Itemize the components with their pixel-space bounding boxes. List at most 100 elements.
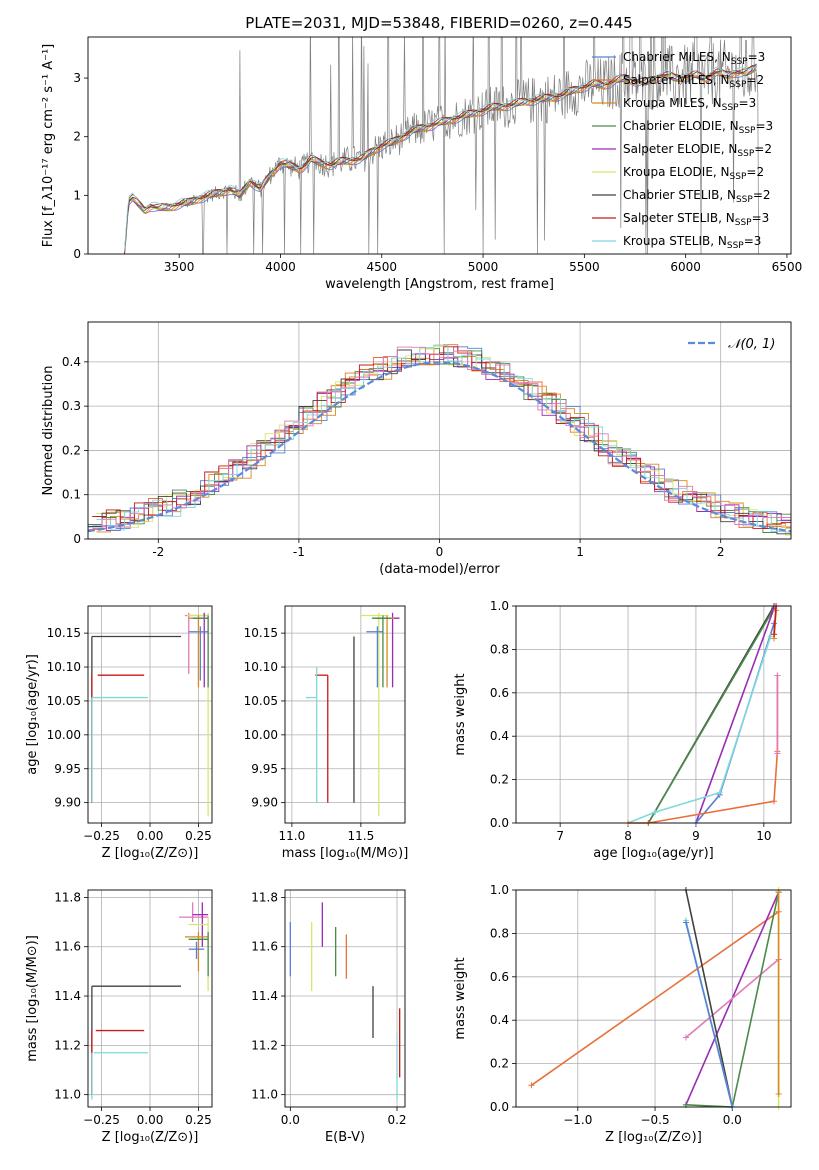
y-tick-label: 0.0 <box>490 1100 509 1114</box>
y-tick-label: 2 <box>73 130 81 144</box>
x-tick-label: 2 <box>717 545 725 559</box>
figure-title: PLATE=2031, MJD=53848, FIBERID=0260, z=0… <box>245 14 632 32</box>
x-tick-label: 1 <box>576 545 584 559</box>
y-tick-label: 3 <box>73 71 81 85</box>
histogram-step <box>92 344 791 529</box>
x-tick-label: −1.0 <box>563 1113 592 1127</box>
series-line <box>685 958 780 1039</box>
mass_vs_Z-axes: −0.25 0.00 0.25 11.0 11.2 11.4 11.6 11.8 Z [log₁… <box>25 890 212 1145</box>
histogram-step <box>96 344 791 533</box>
y-tick-label: 1.0 <box>490 883 509 897</box>
y-tick-label: 0.1 <box>62 488 81 502</box>
y-tick-label: 10.05 <box>47 694 81 708</box>
data-point <box>771 631 778 638</box>
residual-legend: 𝒩(0, 1) <box>688 337 775 352</box>
x-tick-label: 4500 <box>366 260 397 274</box>
x-tick-label: 9 <box>692 829 700 843</box>
age_vs_Z-marks <box>91 612 209 817</box>
mass_vs_Z-marks <box>91 902 209 1100</box>
y-tick-label: 10.15 <box>47 626 81 640</box>
y-tick-label: 0.6 <box>490 970 509 984</box>
legend-value: =3 <box>748 50 766 64</box>
x-axis-label: E(B-V) <box>325 1130 365 1145</box>
y-tick-label: 9.90 <box>251 796 278 810</box>
y-tick-label: 11.0 <box>54 1088 81 1102</box>
series-line <box>773 605 777 635</box>
series-line <box>647 607 775 824</box>
x-tick-label: 5500 <box>569 260 600 274</box>
data-point <box>528 1082 535 1089</box>
x-tick-label: 0.2 <box>387 1113 406 1127</box>
data-point <box>774 750 781 757</box>
y-tick-label: 0 <box>73 247 81 261</box>
model-line-chabrier-miles <box>124 69 757 254</box>
legend-entry: Chabrier STELIB, NSSP=2 <box>623 188 771 205</box>
massweight_vs_age-axes: 7 8 9 10 0.0 0.2 0.4 0.6 0.8 1.0 age [log₁₀(age/yr… <box>453 599 791 861</box>
legend-value: =2 <box>746 73 764 87</box>
y-tick-label: 0.2 <box>62 443 81 457</box>
y-tick-label: 0.2 <box>490 773 509 787</box>
y-tick-label: 0.3 <box>62 399 81 413</box>
x-tick-label: 6000 <box>670 260 701 274</box>
y-tick-label: 0.6 <box>490 686 509 700</box>
y-tick-label: 0.2 <box>490 1057 509 1071</box>
age_vs_Z-axes: −0.25 0.00 0.25 9.90 9.95 10.00 10.05 10.10 10.1… <box>25 606 212 861</box>
x-axis-label: wavelength [Angstrom, rest frame] <box>325 277 554 292</box>
spectrum-lines <box>124 37 759 254</box>
x-tick-label: −0.25 <box>83 829 120 843</box>
normal-curve <box>88 361 791 533</box>
y-tick-label: 0 <box>73 532 81 546</box>
x-tick-label: 5000 <box>468 260 499 274</box>
y-tick-label: 10.10 <box>47 660 81 674</box>
axes-frame <box>284 889 406 1108</box>
x-tick-label: 0.0 <box>281 1113 300 1127</box>
legend-subscript: SSP <box>737 149 754 159</box>
series-line <box>627 636 772 824</box>
age_vs_mass-marks <box>305 612 400 817</box>
data-point <box>774 672 781 679</box>
axes-frame <box>87 321 792 540</box>
y-tick-label: 9.95 <box>54 762 81 776</box>
axes-frame <box>87 889 213 1108</box>
histograms <box>88 344 791 536</box>
y-tick-label: 11.6 <box>251 940 278 954</box>
x-tick-label: 4000 <box>265 260 296 274</box>
series-line <box>685 889 734 1108</box>
x-axis-label: Z [log₁₀(Z/Z⊙)] <box>102 846 199 861</box>
axes-frame <box>284 605 406 824</box>
legend-value: =3 <box>739 96 757 110</box>
legend-subscript: SSP <box>730 172 747 182</box>
y-tick-label: 11.8 <box>54 890 81 904</box>
mass_vs_ebv-axes: 0.0 0.2 11.0 11.2 11.4 11.6 11.8 E(B-V) <box>251 890 407 1145</box>
massweight_vs_Z-axes: −1.0 −0.5 0.0 0.0 0.2 0.4 0.6 0.8 1.0 Z [log₁₀(Z/… <box>453 883 791 1145</box>
y-tick-label: 1 <box>73 188 81 202</box>
x-tick-label: 0.00 <box>137 829 164 843</box>
legend-value: =2 <box>754 142 772 156</box>
y-tick-label: 0.4 <box>62 355 81 369</box>
y-tick-label: 0.4 <box>490 729 509 743</box>
axes-frame <box>515 605 792 824</box>
y-tick-label: 0.0 <box>490 816 509 830</box>
x-tick-label: −0.25 <box>83 1113 120 1127</box>
data-point <box>652 809 659 816</box>
x-axis-label: Z [log₁₀(Z/Z⊙)] <box>102 1130 199 1145</box>
x-tick-label: -2 <box>152 545 164 559</box>
legend-entry: Salpeter STELIB, NSSP=3 <box>623 211 769 228</box>
legend-subscript: SSP <box>735 218 752 228</box>
y-axis-label: mass [log₁₀(M/M⊙)] <box>25 935 40 1062</box>
spectrum-legend: Chabrier MILES, NSSP=3 Salpeter MILES, NS… <box>592 50 773 251</box>
data-point <box>682 919 689 926</box>
spectrum-axes: 3500 4000 4500 5000 5500 6000 6500 0 1 2 3 waveleng… <box>41 44 802 292</box>
panels: 3500 4000 4500 5000 5500 6000 6500 0 1 2 3 waveleng… <box>25 36 802 1145</box>
y-tick-label: 11.4 <box>251 989 278 1003</box>
axes-frame <box>515 889 792 1108</box>
histogram-step <box>88 349 791 535</box>
y-axis-label: Flux [f_λ10⁻¹⁷ erg cm⁻² s⁻¹ A⁻¹] <box>41 44 56 248</box>
y-tick-label: 9.90 <box>54 796 81 810</box>
data-point <box>716 789 723 796</box>
legend-entry: Salpeter ELODIE, NSSP=2 <box>623 142 772 159</box>
y-tick-label: 11.8 <box>251 890 278 904</box>
y-tick-label: 10.10 <box>244 660 278 674</box>
series-line <box>530 911 780 1086</box>
